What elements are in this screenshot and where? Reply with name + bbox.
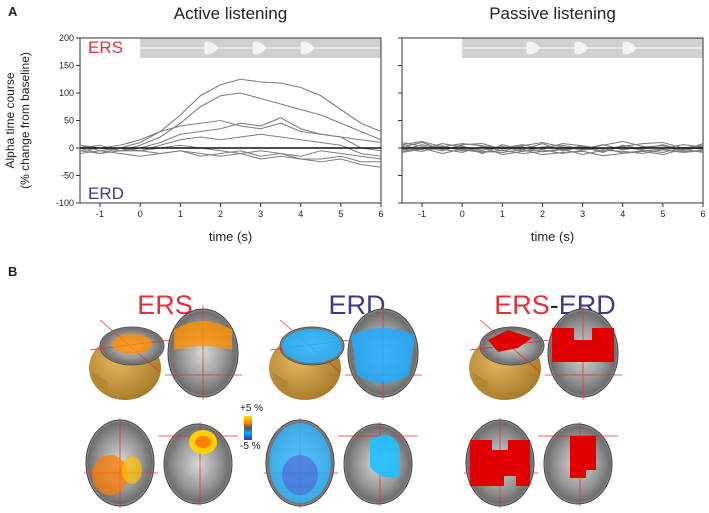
y-tick-label: 100: [59, 88, 74, 98]
data-line: [401, 147, 704, 157]
ers-erd-maps: [463, 304, 623, 509]
annotation: ERD: [88, 184, 124, 203]
y-tick-label: -100: [56, 198, 74, 208]
x-tick-label: 5: [660, 209, 665, 219]
x-tick-label: 6: [378, 209, 383, 219]
x-tick-label: -1: [418, 209, 426, 219]
x-axis-label: time (s): [209, 229, 252, 244]
colorbar: [244, 416, 252, 440]
x-tick-label: 5: [338, 209, 343, 219]
stimulus-arrow: [252, 41, 267, 55]
chart-title: Active listening: [174, 4, 287, 23]
x-tick-label: 3: [258, 209, 263, 219]
x-tick-label: 0: [138, 209, 143, 219]
y-tick-label: 50: [64, 116, 74, 126]
x-axis-label: time (s): [531, 229, 574, 244]
y-tick-label: 150: [59, 61, 74, 71]
y-axis-label: Alpha time course: [3, 72, 17, 168]
data-line: [79, 78, 382, 152]
plot-frame: [401, 37, 704, 204]
stimulus-arrow: [622, 41, 637, 55]
chart-title: Passive listening: [489, 4, 616, 23]
x-tick-label: 3: [580, 209, 585, 219]
map-title-part: -: [550, 290, 559, 320]
x-tick-label: 6: [700, 209, 705, 219]
data-line: [79, 92, 382, 152]
stimulus-arrow: [204, 41, 219, 55]
x-tick-label: 4: [620, 209, 625, 219]
data-line: [401, 140, 704, 150]
annotation: ERS: [88, 38, 123, 57]
panel-label: B: [8, 264, 17, 279]
x-tick-label: 1: [178, 209, 183, 219]
data-line: [79, 144, 382, 160]
colorbar-label: +5 %: [240, 403, 263, 414]
y-tick-label: 0: [69, 143, 74, 153]
x-tick-label: 1: [500, 209, 505, 219]
data-line: [79, 150, 382, 168]
erd-maps: [263, 304, 423, 509]
x-tick-label: -1: [96, 209, 104, 219]
ers-maps: [83, 304, 243, 509]
panel-label: A: [8, 4, 18, 19]
stimulus-arrow: [300, 41, 315, 55]
x-tick-label: 0: [460, 209, 465, 219]
plot-frame: [79, 37, 382, 204]
stimulus-arrow: [526, 41, 541, 55]
y-tick-label: -50: [61, 171, 74, 181]
y-tick-label: 200: [59, 33, 74, 43]
colorbar-label: -5 %: [240, 441, 261, 452]
map-title-part: ERS: [494, 290, 550, 320]
x-tick-label: 4: [298, 209, 303, 219]
x-tick-label: 2: [218, 209, 223, 219]
map-title: ERS: [137, 290, 193, 320]
stimulus-arrow: [574, 41, 589, 55]
x-tick-label: 2: [540, 209, 545, 219]
y-axis-label: (% change from baseline): [18, 52, 32, 189]
